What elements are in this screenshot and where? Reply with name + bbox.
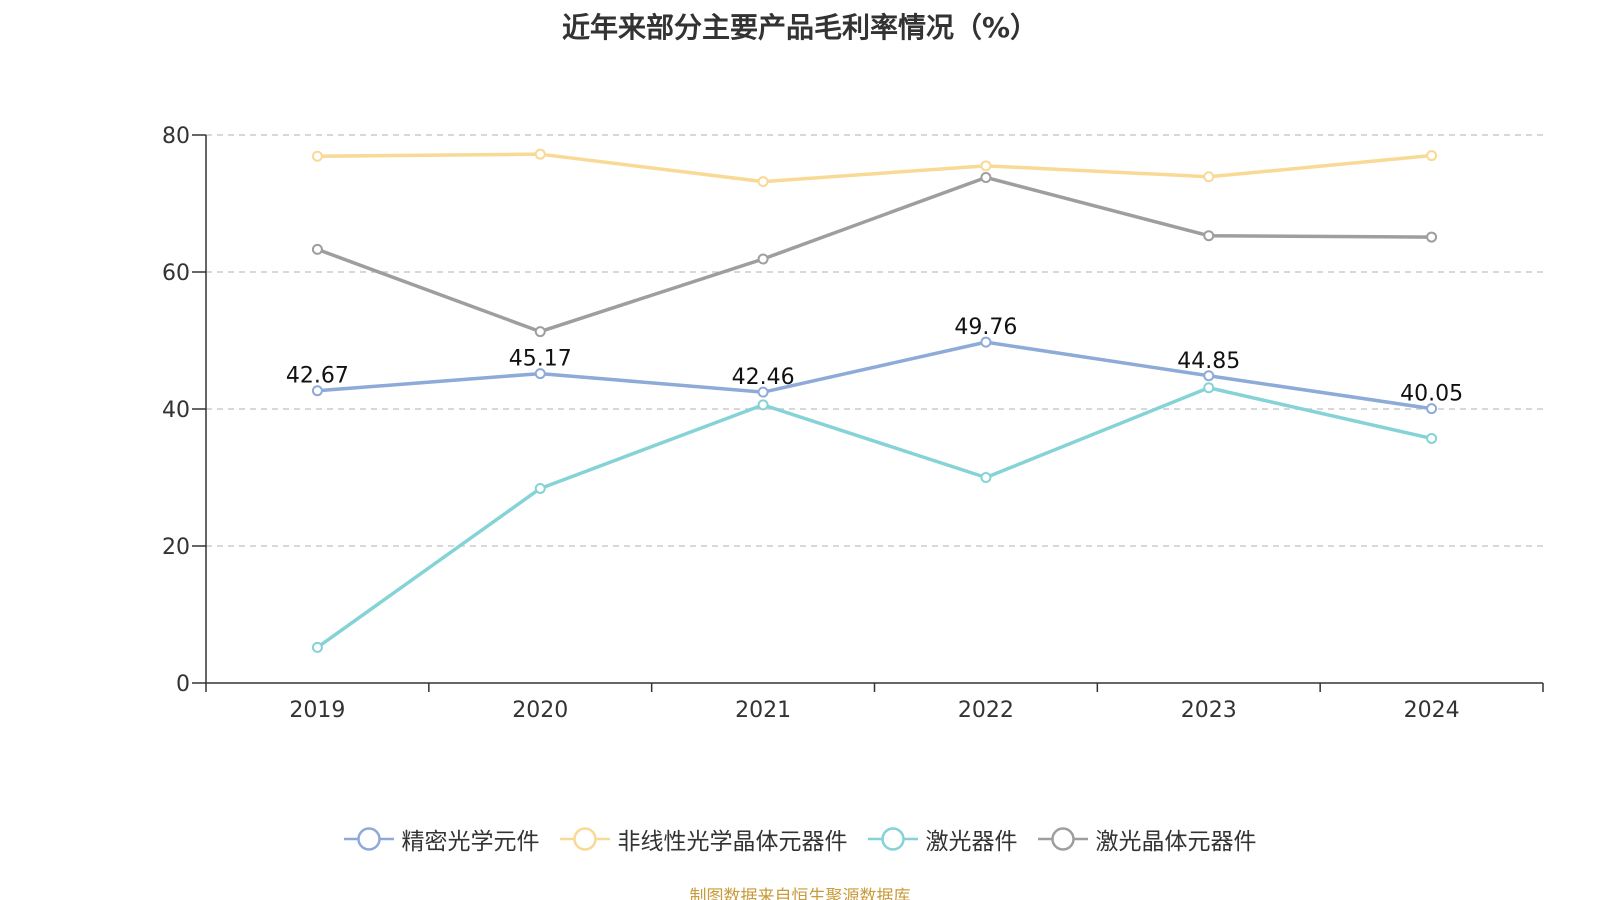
data-point[interactable] (311, 243, 323, 255)
data-label: 44.85 (1177, 349, 1240, 374)
x-tick-label: 2022 (958, 698, 1014, 723)
data-label: 40.05 (1400, 382, 1463, 407)
x-tick-label: 2023 (1181, 698, 1237, 723)
data-point[interactable] (534, 326, 546, 338)
label-layer: 42.67 45.17 42.46 49.76 44.85 40.05 (286, 315, 1463, 407)
data-point[interactable] (1426, 150, 1438, 162)
legend-line-circle-icon (867, 827, 918, 851)
source-note: 制图数据来自恒生聚源数据库 (689, 887, 911, 900)
data-point[interactable] (1203, 230, 1215, 242)
x-tick-label: 2024 (1404, 698, 1460, 723)
data-point[interactable] (1203, 382, 1215, 394)
data-point[interactable] (1203, 370, 1215, 382)
y-tick-label: 60 (162, 261, 190, 286)
data-point[interactable] (757, 386, 769, 398)
y-tick-label: 20 (162, 535, 190, 560)
series-line (317, 340, 1432, 411)
legend-item-0[interactable]: 精密光学元件 (343, 822, 540, 856)
legend-line-circle-icon (559, 827, 610, 851)
series-2 (311, 382, 1438, 653)
series-3 (311, 171, 1438, 338)
data-point[interactable] (980, 472, 992, 483)
data-label: 42.46 (732, 365, 795, 390)
legend: 精密光学元件 非线性光学晶体元器件 激光器件 激光晶体元器件 (0, 822, 1600, 856)
data-point[interactable] (534, 148, 546, 160)
data-point[interactable] (757, 399, 769, 411)
series-line (316, 386, 1432, 649)
chart-title: 近年来部分主要产品毛利率情况（%） (561, 11, 1039, 44)
x-tick-label: 2021 (735, 698, 791, 723)
data-point[interactable] (1203, 171, 1215, 183)
y-tick-label: 40 (162, 398, 190, 423)
legend-item-1[interactable]: 非线性光学晶体元器件 (559, 822, 848, 856)
data-point[interactable] (534, 482, 546, 494)
data-point[interactable] (311, 150, 323, 162)
data-point[interactable] (311, 641, 323, 653)
y-tick-label: 80 (162, 124, 190, 149)
legend-item-3[interactable]: 激光晶体元器件 (1037, 822, 1257, 856)
x-tick-label: 2019 (289, 698, 345, 723)
legend-label: 激光器件 (925, 829, 1018, 855)
series-line (317, 152, 1432, 184)
data-point[interactable] (980, 160, 992, 172)
x-tick-label: 2020 (512, 698, 568, 723)
data-label: 45.17 (509, 347, 572, 372)
series-line (316, 175, 1432, 334)
data-point[interactable] (1426, 231, 1438, 243)
data-point[interactable] (1426, 403, 1438, 415)
data-point[interactable] (1426, 432, 1438, 444)
series-1 (311, 148, 1438, 188)
data-point[interactable] (311, 385, 323, 397)
legend-label: 精密光学元件 (401, 829, 540, 855)
legend-line-circle-icon (343, 827, 394, 851)
grid-layer (206, 134, 1543, 547)
legend-item-2[interactable]: 激光器件 (867, 822, 1018, 856)
data-point[interactable] (757, 253, 769, 265)
data-point[interactable] (980, 171, 992, 183)
data-point[interactable] (534, 368, 546, 380)
data-label: 42.67 (286, 364, 349, 389)
legend-label: 非线性光学晶体元器件 (617, 829, 848, 855)
series-layer (311, 148, 1438, 653)
series-0 (311, 336, 1438, 415)
axis-layer: 0 20 40 60 80 2019 2020 2021 2022 2023 2024 (162, 124, 1544, 723)
data-point[interactable] (757, 176, 769, 188)
legend-line-circle-icon (1037, 827, 1088, 851)
y-tick-label: 0 (176, 672, 190, 697)
legend-label: 激光晶体元器件 (1095, 829, 1257, 855)
data-point[interactable] (980, 336, 992, 348)
data-label: 49.76 (954, 315, 1017, 340)
